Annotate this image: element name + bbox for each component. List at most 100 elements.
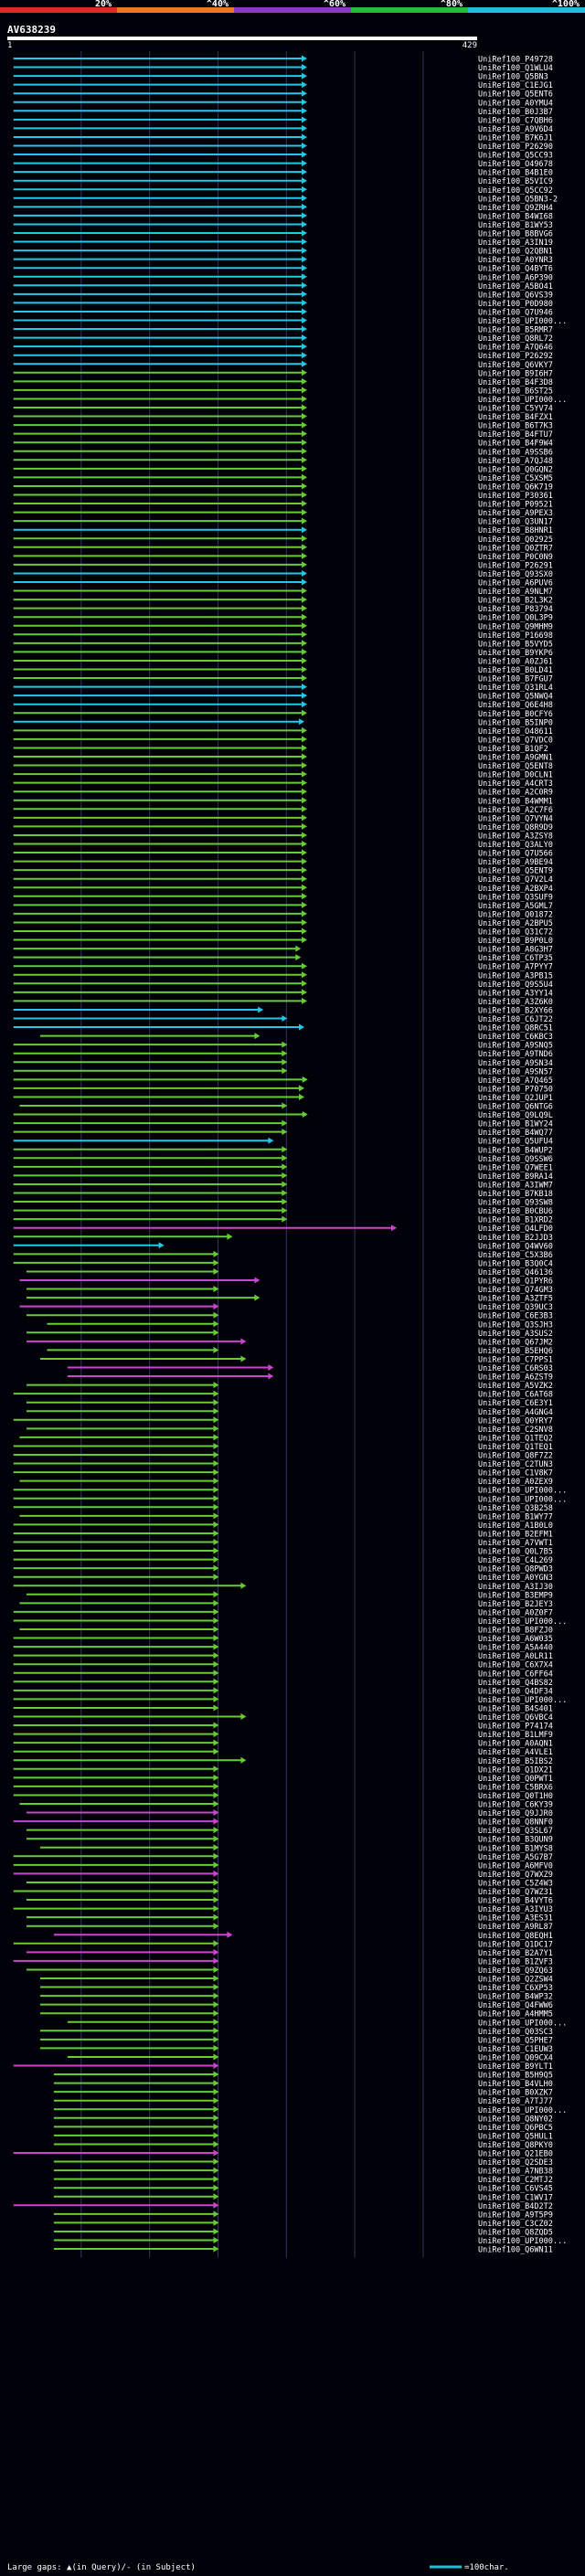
hit-label[interactable]: UniRef100_B4F9W4: [478, 440, 553, 449]
hit-label[interactable]: UniRef100_B4VYT6: [478, 1897, 553, 1906]
hit-label[interactable]: UniRef100_Q39UC3: [478, 1303, 553, 1312]
hit-label[interactable]: UniRef100_UPI000...: [478, 396, 567, 405]
hit-row[interactable]: UniRef100_A4HMM5: [39, 2009, 553, 2019]
hit-label[interactable]: UniRef100_B4WMM1: [478, 797, 553, 806]
hit-label[interactable]: UniRef100_Q9ZQ63: [478, 1966, 553, 1976]
hit-row[interactable]: UniRef100_B8HNR1: [13, 526, 553, 535]
hit-label[interactable]: UniRef100_A9TND6: [478, 1050, 553, 1059]
hit-label[interactable]: UniRef100_A2C7F6: [478, 806, 553, 815]
hit-label[interactable]: UniRef100_A5A440: [478, 1644, 553, 1653]
hit-row[interactable]: UniRef100_C6VS45: [53, 2184, 553, 2194]
hit-row[interactable]: UniRef100_Q8PKY0: [53, 2140, 553, 2150]
hit-row[interactable]: UniRef100_Q0YRY7: [13, 1416, 553, 1426]
hit-row[interactable]: UniRef100_UPI000...: [53, 2237, 567, 2246]
hit-label[interactable]: UniRef100_C1WV17: [478, 2193, 553, 2202]
hit-row[interactable]: UniRef100_B9YLT1: [13, 2062, 553, 2072]
hit-label[interactable]: UniRef100_Q31C72: [478, 928, 553, 938]
hit-label[interactable]: UniRef100_B7KB18: [478, 1190, 553, 1199]
hit-row[interactable]: UniRef100_A2BXP4: [13, 884, 553, 894]
hit-label[interactable]: UniRef100_B4WI68: [478, 212, 553, 221]
hit-row[interactable]: UniRef100_A3YY14: [13, 989, 553, 998]
hit-row[interactable]: UniRef100_A0LR11: [13, 1652, 553, 1661]
hit-row[interactable]: UniRef100_P30361: [13, 492, 553, 501]
hit-label[interactable]: UniRef100_B5H9Q5: [478, 2072, 553, 2081]
hit-label[interactable]: UniRef100_Q7WXZ9: [478, 1871, 553, 1880]
hit-label[interactable]: UniRef100_Q5ENT6: [478, 90, 553, 100]
hit-row[interactable]: UniRef100_Q1DC17: [13, 1940, 553, 1949]
hit-label[interactable]: UniRef100_Q0ZTR7: [478, 544, 553, 553]
hit-row[interactable]: UniRef100_B5RMR7: [13, 325, 553, 335]
hit-row[interactable]: UniRef100_Q93SW8: [13, 1198, 553, 1208]
hit-row[interactable]: UniRef100_A5BO41: [13, 281, 553, 292]
hit-row[interactable]: UniRef100_A3IYU3: [13, 1905, 553, 1914]
hit-label[interactable]: UniRef100_D0CLN1: [478, 771, 553, 780]
hit-label[interactable]: UniRef100_Q1PYR6: [478, 1277, 553, 1287]
hit-row[interactable]: UniRef100_Q5NWQ4: [13, 692, 553, 702]
hit-label[interactable]: UniRef100_Q3ALY0: [478, 841, 553, 850]
hit-row[interactable]: UniRef100_B4WI68: [13, 212, 553, 221]
hit-row[interactable]: UniRef100_A1B0L0: [13, 1521, 553, 1531]
hit-label[interactable]: UniRef100_A6MFV0: [478, 1861, 553, 1871]
hit-label[interactable]: UniRef100_A0YGN3: [478, 1574, 553, 1583]
hit-row[interactable]: UniRef100_P16698: [13, 631, 553, 641]
hit-row[interactable]: UniRef100_Q8ZQD5: [53, 2228, 553, 2237]
hit-row[interactable]: UniRef100_Q7VDC0: [13, 736, 553, 745]
hit-row[interactable]: UniRef100_B3EMP9: [26, 1591, 553, 1600]
hit-row[interactable]: UniRef100_UPI000...: [13, 1495, 567, 1504]
hit-label[interactable]: UniRef100_B2JEY3: [478, 1600, 553, 1609]
hit-row[interactable]: UniRef100_Q01872: [13, 910, 553, 919]
hit-row[interactable]: UniRef100_A9V6D4: [13, 124, 553, 134]
hit-label[interactable]: UniRef100_Q8ZQD5: [478, 2228, 553, 2237]
hit-row[interactable]: UniRef100_A7VWT1: [13, 1539, 553, 1548]
hit-label[interactable]: UniRef100_Q8NY02: [478, 2115, 553, 2124]
hit-row[interactable]: UniRef100_Q7VYN4: [13, 814, 553, 823]
hit-label[interactable]: UniRef100_UPI000...: [478, 2019, 567, 2028]
hit-label[interactable]: UniRef100_B4WUP2: [478, 1146, 553, 1155]
hit-row[interactable]: UniRef100_Q6VKY7: [13, 360, 553, 370]
hit-label[interactable]: UniRef100_A3YY14: [478, 989, 553, 998]
hit-label[interactable]: UniRef100_B4D2T2: [478, 2202, 553, 2211]
hit-label[interactable]: UniRef100_C2SNV8: [478, 1426, 553, 1435]
hit-row[interactable]: UniRef100_Q9SSW6: [13, 1154, 553, 1164]
hit-row[interactable]: UniRef100_UPI000...: [67, 2019, 567, 2028]
hit-label[interactable]: UniRef100_Q31RL4: [478, 684, 553, 693]
hit-row[interactable]: UniRef100_C6RS03: [67, 1364, 553, 1373]
hit-label[interactable]: UniRef100_UPI000...: [478, 317, 567, 326]
hit-label[interactable]: UniRef100_B4F3D8: [478, 378, 553, 387]
hit-label[interactable]: UniRef100_B5INP0: [478, 718, 553, 727]
hit-row[interactable]: UniRef100_A7NB38: [53, 2167, 553, 2177]
hit-label[interactable]: UniRef100_A5BO41: [478, 282, 553, 292]
hit-row[interactable]: UniRef100_B4FZX1: [13, 413, 553, 422]
hit-row[interactable]: UniRef100_Q2ZSW4: [39, 1975, 553, 1985]
hit-row[interactable]: UniRef100_A0YMU4: [13, 99, 553, 108]
hit-row[interactable]: UniRef100_A0YGN3: [13, 1574, 553, 1583]
hit-row[interactable]: UniRef100_Q5PHE7: [39, 2036, 553, 2045]
hit-label[interactable]: UniRef100_Q21EB0: [478, 2150, 553, 2159]
hit-label[interactable]: UniRef100_B9YLT1: [478, 2062, 553, 2072]
hit-row[interactable]: UniRef100_A9TND6: [13, 1050, 553, 1059]
hit-row[interactable]: UniRef100_Q3UN17: [13, 517, 553, 527]
hit-row[interactable]: UniRef100_UPI000...: [13, 317, 567, 326]
hit-label[interactable]: UniRef100_Q8R9D9: [478, 823, 553, 832]
hit-row[interactable]: UniRef100_Q3SL67: [26, 1827, 553, 1836]
hit-label[interactable]: UniRef100_B7FGU7: [478, 675, 553, 684]
hit-row[interactable]: UniRef100_A9SN34: [13, 1058, 553, 1068]
hit-row[interactable]: UniRef100_A4GNG4: [26, 1407, 553, 1417]
hit-row[interactable]: UniRef100_Q3SUF9: [13, 893, 553, 902]
hit-label[interactable]: UniRef100_Q2JUP1: [478, 1094, 553, 1103]
hit-row[interactable]: UniRef100_B1ZVF3: [13, 1957, 553, 1966]
hit-label[interactable]: UniRef100_B0XZK7: [478, 2089, 553, 2098]
hit-label[interactable]: UniRef100_C6RS03: [478, 1364, 553, 1373]
hit-row[interactable]: UniRef100_A5G7B7: [13, 1852, 553, 1862]
hit-label[interactable]: UniRef100_UPI000...: [478, 1495, 567, 1504]
hit-label[interactable]: UniRef100_Q2SDE3: [478, 2158, 553, 2168]
hit-row[interactable]: UniRef100_C2TUN3: [13, 1460, 553, 1469]
hit-row[interactable]: UniRef100_A3IN19: [13, 239, 553, 248]
hit-label[interactable]: UniRef100_A5GML7: [478, 902, 553, 911]
hit-row[interactable]: UniRef100_B4WP32: [39, 1992, 553, 2002]
hit-label[interactable]: UniRef100_C6JT22: [478, 1015, 553, 1024]
hit-row[interactable]: UniRef100_B0LD41: [13, 666, 553, 675]
hit-label[interactable]: UniRef100_UPI000...: [478, 1487, 567, 1496]
hit-row[interactable]: UniRef100_A8G3H7: [13, 945, 553, 955]
hit-label[interactable]: UniRef100_B1MYS8: [478, 1844, 553, 1853]
